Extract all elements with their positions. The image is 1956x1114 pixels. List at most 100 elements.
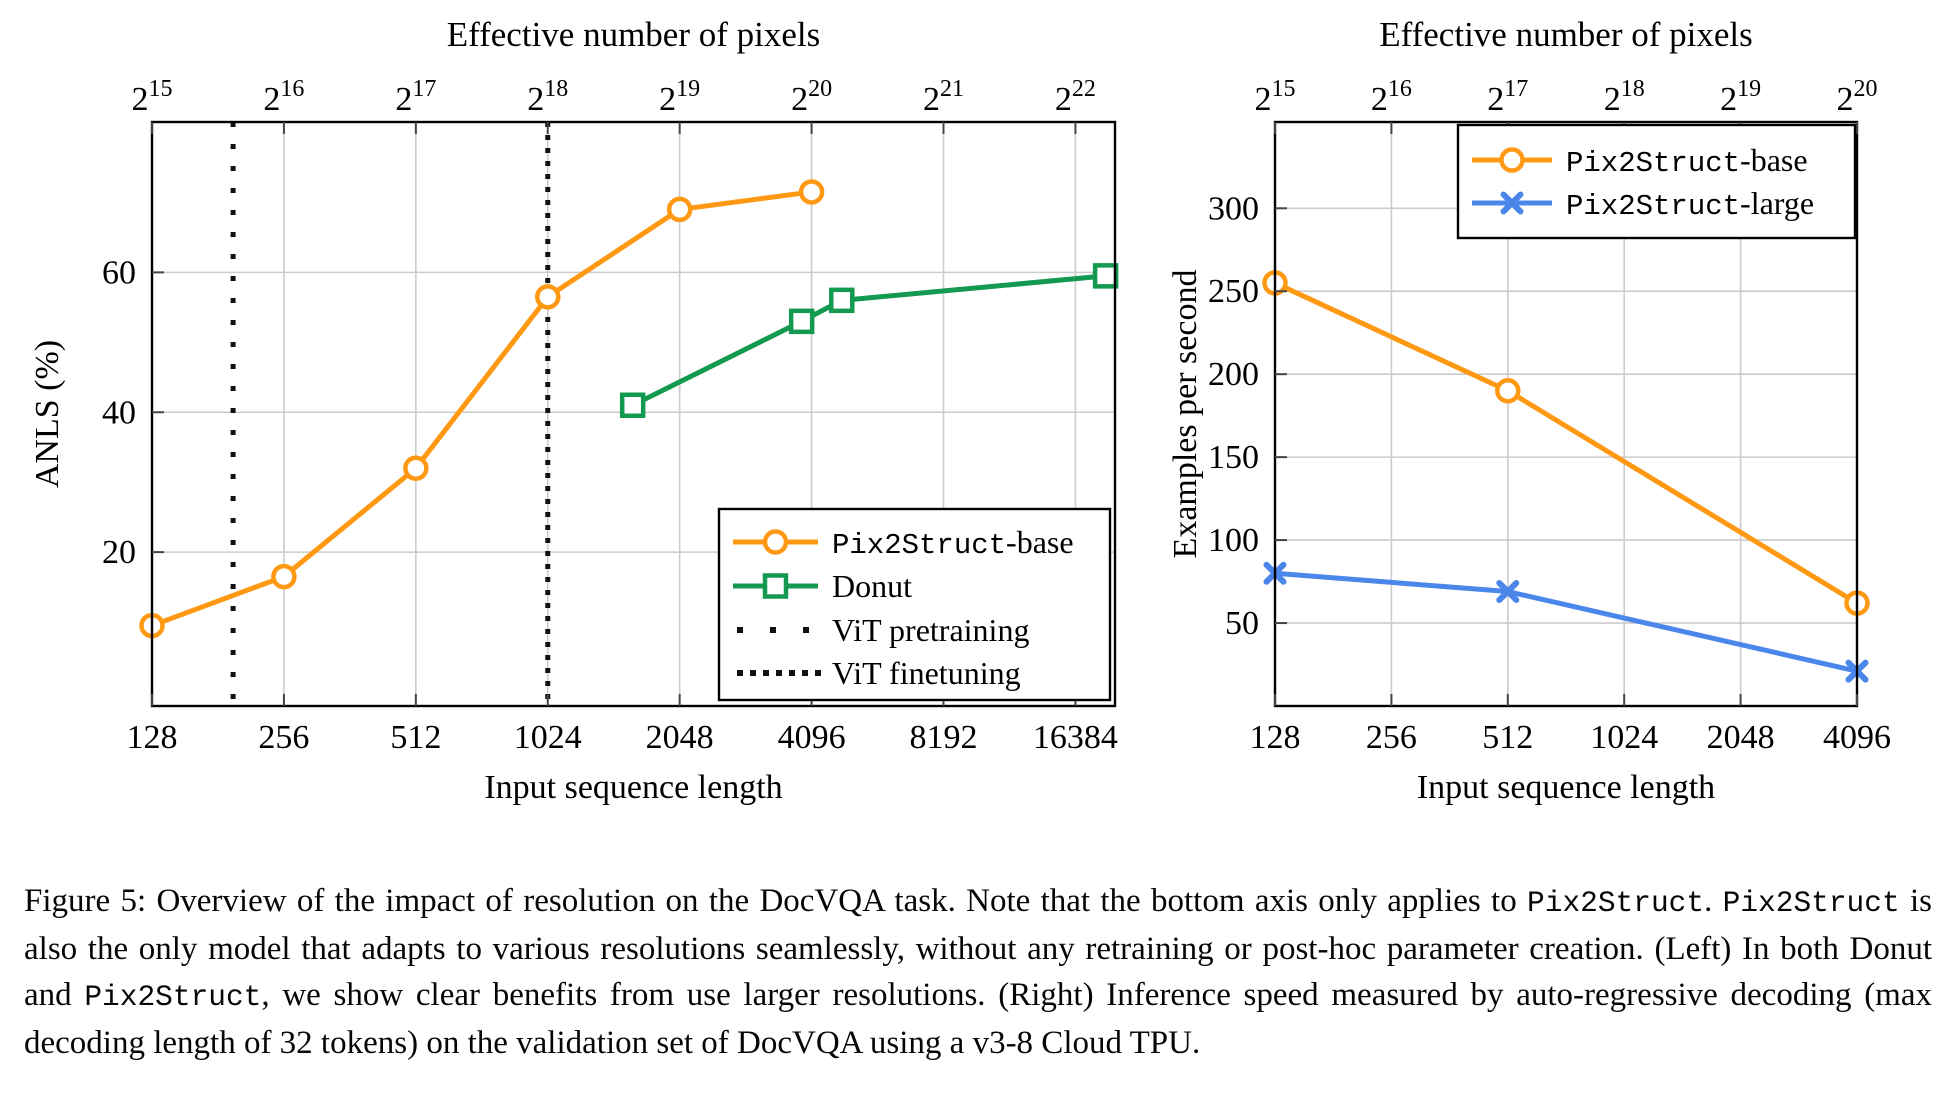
y-tick-label: 200: [1208, 356, 1259, 393]
y-tick-label: 20: [102, 534, 136, 571]
left-series-donut: [619, 263, 1119, 419]
legend-dot: [770, 627, 776, 633]
y-tick-label: 250: [1208, 273, 1259, 310]
top-tick-label: 218: [1604, 76, 1645, 118]
top-tick-label: 222: [1055, 76, 1096, 118]
circle-marker: [666, 196, 693, 223]
top-tick-label: 216: [263, 76, 304, 118]
legend-label: ViT pretraining: [832, 612, 1029, 648]
series-line: [630, 273, 1109, 408]
top-tick-label: 218: [527, 76, 568, 118]
x-tick-label: 256: [258, 719, 309, 756]
x-marker: [1496, 580, 1520, 604]
series-line: [1272, 570, 1860, 674]
y-tick-label: 150: [1208, 439, 1259, 476]
caption-mono-segment: Pix2Struct: [1722, 886, 1900, 920]
x-tick-label: 512: [1482, 719, 1533, 756]
caption-text-segment: Figure 5: Overview of the impact of reso…: [24, 883, 1528, 919]
legend-dot: [802, 670, 808, 676]
x-tick-label: 128: [1250, 719, 1301, 756]
top-tick-label: 217: [1487, 76, 1528, 118]
circle-marker: [403, 455, 429, 481]
top-tick-label: 217: [395, 76, 436, 118]
legend-dot: [803, 627, 809, 633]
square-marker: [788, 308, 815, 335]
square-marker: [1092, 263, 1119, 289]
legend-label: ViT finetuning: [832, 655, 1021, 691]
square-marker: [619, 392, 646, 419]
x-tick-label: 4096: [778, 719, 846, 756]
square-marker: [829, 287, 855, 314]
x-tick-label: 2048: [1707, 719, 1775, 756]
y-axis-title: ANLS (%): [29, 340, 66, 488]
legend-dot: [737, 627, 743, 633]
x-tick-label: 256: [1366, 719, 1417, 756]
y-tick-label: 60: [102, 254, 136, 291]
legend-entry: Donut: [733, 568, 912, 604]
x-axis-title: Input sequence length: [1417, 769, 1715, 806]
legend-dot: [776, 670, 782, 676]
x-tick-label: 128: [127, 719, 178, 756]
x-tick-label: 1024: [514, 719, 582, 756]
legend-dot: [737, 670, 743, 676]
legend-entry: Pix2Struct-base: [733, 524, 1074, 562]
top-tick-label: 220: [1837, 76, 1878, 118]
x-tick-label: 8192: [910, 719, 978, 756]
legend-entry: ViT pretraining: [737, 612, 1029, 648]
figure-caption: Figure 5: Overview of the impact of reso…: [24, 878, 1932, 1066]
left-chart: 128 256 512 1024 2048 4096 8192 16384 215 216 217 2…: [29, 15, 1119, 806]
top-tick-label: 219: [1720, 76, 1761, 118]
circle-marker: [1495, 378, 1521, 404]
top-tick-label: 215: [132, 76, 173, 118]
plot-border: [1273, 120, 1859, 708]
top-tick-label: 221: [923, 76, 964, 118]
y-tick-label: 40: [102, 394, 136, 431]
top-tick-label: 220: [791, 76, 832, 118]
top-axis-title: Effective number of pixels: [447, 15, 821, 54]
legend-dot: [750, 670, 756, 676]
left-legend: Pix2Struct-base Donut ViT pretraining ViT f…: [717, 507, 1112, 702]
circle-marker: [762, 529, 789, 555]
legend-label: Pix2Struct-large: [1566, 185, 1814, 223]
top-axis-title: Effective number of pixels: [1379, 15, 1753, 54]
x-tick-label: 16384: [1033, 719, 1118, 756]
y-tick-label: 300: [1208, 190, 1259, 227]
caption-text-segment: is also the only model that adapts to va…: [24, 883, 1932, 1013]
x-tick-label: 1024: [1590, 719, 1658, 756]
right-series-pix2struct-large: [1263, 561, 1869, 683]
x-axis-title: Input sequence length: [484, 769, 782, 806]
charts-svg: 128 256 512 1024 2048 4096 8192 16384 215 216 217 2…: [29, 15, 1891, 806]
caption-mono-segment: Pix2Struct: [84, 980, 262, 1014]
legend-entry: Pix2Struct-base: [1472, 142, 1808, 180]
circle-marker: [271, 563, 297, 590]
series-line: [1272, 280, 1860, 606]
circle-marker: [535, 284, 561, 310]
y-tick-label: 100: [1208, 522, 1259, 559]
legend-entry: ViT finetuning: [737, 655, 1021, 691]
legend-label: Pix2Struct-base: [1566, 142, 1808, 180]
y-axis-title: Examples per second: [1167, 270, 1204, 559]
legend-label: Donut: [832, 568, 912, 604]
top-tick-label: 219: [659, 76, 700, 118]
legend-entry: Pix2Struct-large: [1472, 185, 1814, 223]
circle-marker: [798, 179, 825, 205]
x-tick-label: 512: [390, 719, 441, 756]
top-tick-label: 215: [1255, 76, 1296, 118]
caption-text-segment: , we show clear benefits from use larger…: [24, 977, 1932, 1061]
legend-dot: [789, 670, 795, 676]
plot-border: [150, 120, 1117, 708]
x-tick-label: 4096: [1823, 719, 1891, 756]
legend-label: Pix2Struct-base: [832, 524, 1074, 562]
caption-mono-segment: Pix2Struct: [1527, 886, 1705, 920]
circle-marker: [1499, 147, 1525, 173]
legend-box: [1456, 123, 1857, 240]
x-tick-label: 2048: [646, 719, 714, 756]
x-marker: [1500, 191, 1524, 215]
legend-dot: [763, 670, 769, 676]
y-tick-label: 50: [1225, 605, 1259, 642]
legend-dot: [815, 670, 821, 676]
series-line: [149, 189, 815, 629]
right-legend: Pix2Struct-base Pix2Struct-large: [1456, 123, 1857, 240]
right-chart: 128 256 512 1024 2048 4096 215 216 217 218 219 220 5…: [1167, 15, 1891, 806]
